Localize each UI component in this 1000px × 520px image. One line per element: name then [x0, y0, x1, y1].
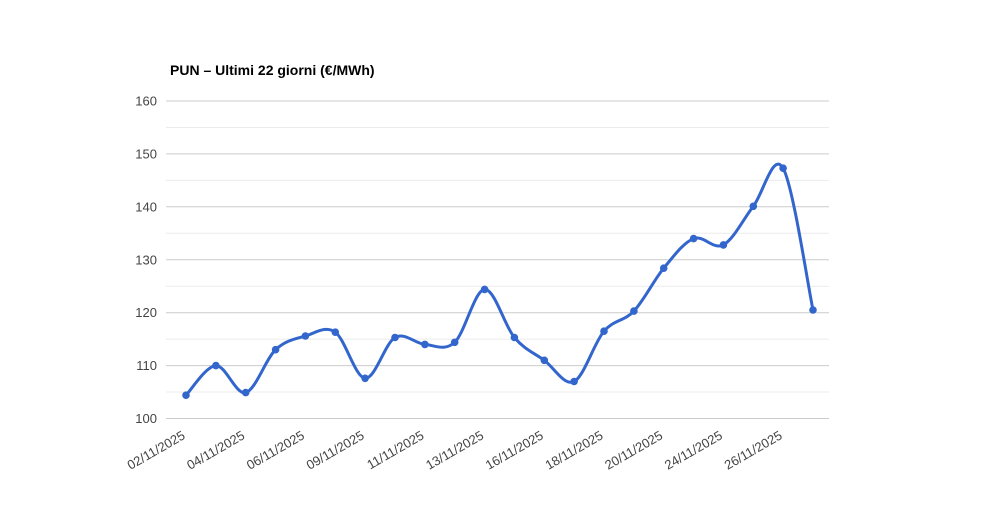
y-axis-label: 110	[136, 358, 157, 373]
data-point[interactable]	[331, 328, 340, 337]
x-axis-label: 16/11/2025	[483, 428, 546, 473]
data-point[interactable]	[570, 377, 578, 386]
y-axis-label: 150	[135, 146, 157, 161]
x-axis-label: 02/11/2025	[124, 428, 187, 473]
data-point[interactable]	[719, 241, 728, 249]
x-axis-label: 26/11/2025	[722, 428, 785, 473]
x-axis-label: 18/11/2025	[542, 428, 605, 473]
chart-title: PUN – Ultimi 22 giorni (€/MWh)	[170, 62, 375, 78]
y-axis-label: 160	[135, 94, 157, 109]
series-line	[184, 163, 815, 397]
x-axis-label: 09/11/2025	[304, 428, 367, 473]
data-point[interactable]	[659, 264, 668, 273]
x-axis-label: 11/11/2025	[364, 428, 426, 473]
data-point[interactable]	[212, 361, 220, 370]
data-point[interactable]	[809, 306, 817, 314]
y-axis-label: 120	[135, 305, 157, 320]
data-point[interactable]	[749, 202, 758, 211]
x-axis-label: 06/11/2025	[244, 428, 307, 473]
data-point[interactable]	[421, 340, 429, 349]
data-point[interactable]	[241, 388, 250, 397]
data-point[interactable]	[301, 332, 310, 340]
x-axis-label: 20/11/2025	[602, 428, 665, 473]
x-axis-label: 04/11/2025	[184, 428, 247, 473]
x-axis-label: 24/11/2025	[662, 428, 725, 473]
y-axis-label: 140	[135, 199, 157, 214]
x-axis-label: 13/11/2025	[423, 428, 486, 473]
data-point[interactable]	[540, 356, 549, 365]
data-point[interactable]	[182, 391, 190, 400]
data-point[interactable]	[630, 307, 638, 315]
data-point[interactable]	[689, 234, 698, 243]
data-point[interactable]	[450, 338, 459, 347]
data-point[interactable]	[480, 285, 489, 294]
data-point[interactable]	[271, 345, 280, 354]
data-point[interactable]	[600, 327, 608, 336]
y-axis-label: 100	[135, 411, 157, 426]
data-point[interactable]	[779, 164, 787, 172]
data-point[interactable]	[391, 333, 399, 342]
data-point[interactable]	[361, 374, 369, 383]
data-point[interactable]	[510, 333, 519, 342]
y-axis-label: 130	[135, 252, 157, 267]
